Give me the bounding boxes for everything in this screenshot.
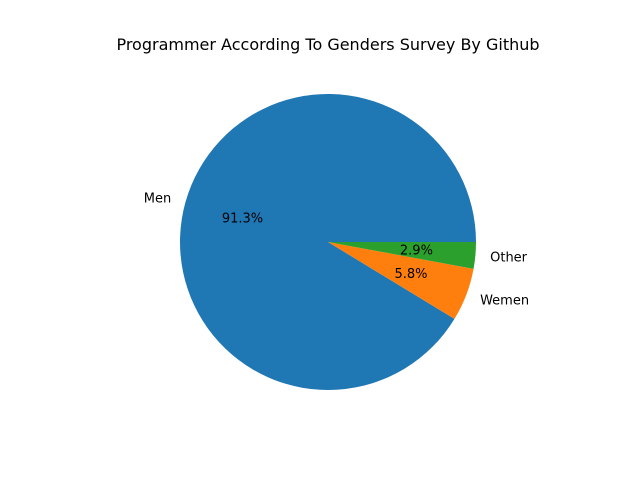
pie-slices — [180, 94, 477, 391]
pie-slice-men — [180, 94, 477, 391]
pct-label-other: 2.9% — [400, 244, 433, 259]
pie-labels: 91.3% Men 5.8% Wemen 2.9% Other — [144, 192, 529, 309]
category-label-men: Men — [144, 192, 171, 207]
pct-label-men: 91.3% — [222, 212, 263, 227]
pct-label-wemen: 5.8% — [394, 267, 427, 282]
category-label-wemen: Wemen — [480, 294, 529, 309]
pie-slice-other — [328, 242, 476, 269]
chart-title: Programmer According To Genders Survey B… — [116, 35, 539, 54]
pie-slice-wemen — [328, 242, 474, 319]
category-label-other: Other — [490, 250, 528, 265]
